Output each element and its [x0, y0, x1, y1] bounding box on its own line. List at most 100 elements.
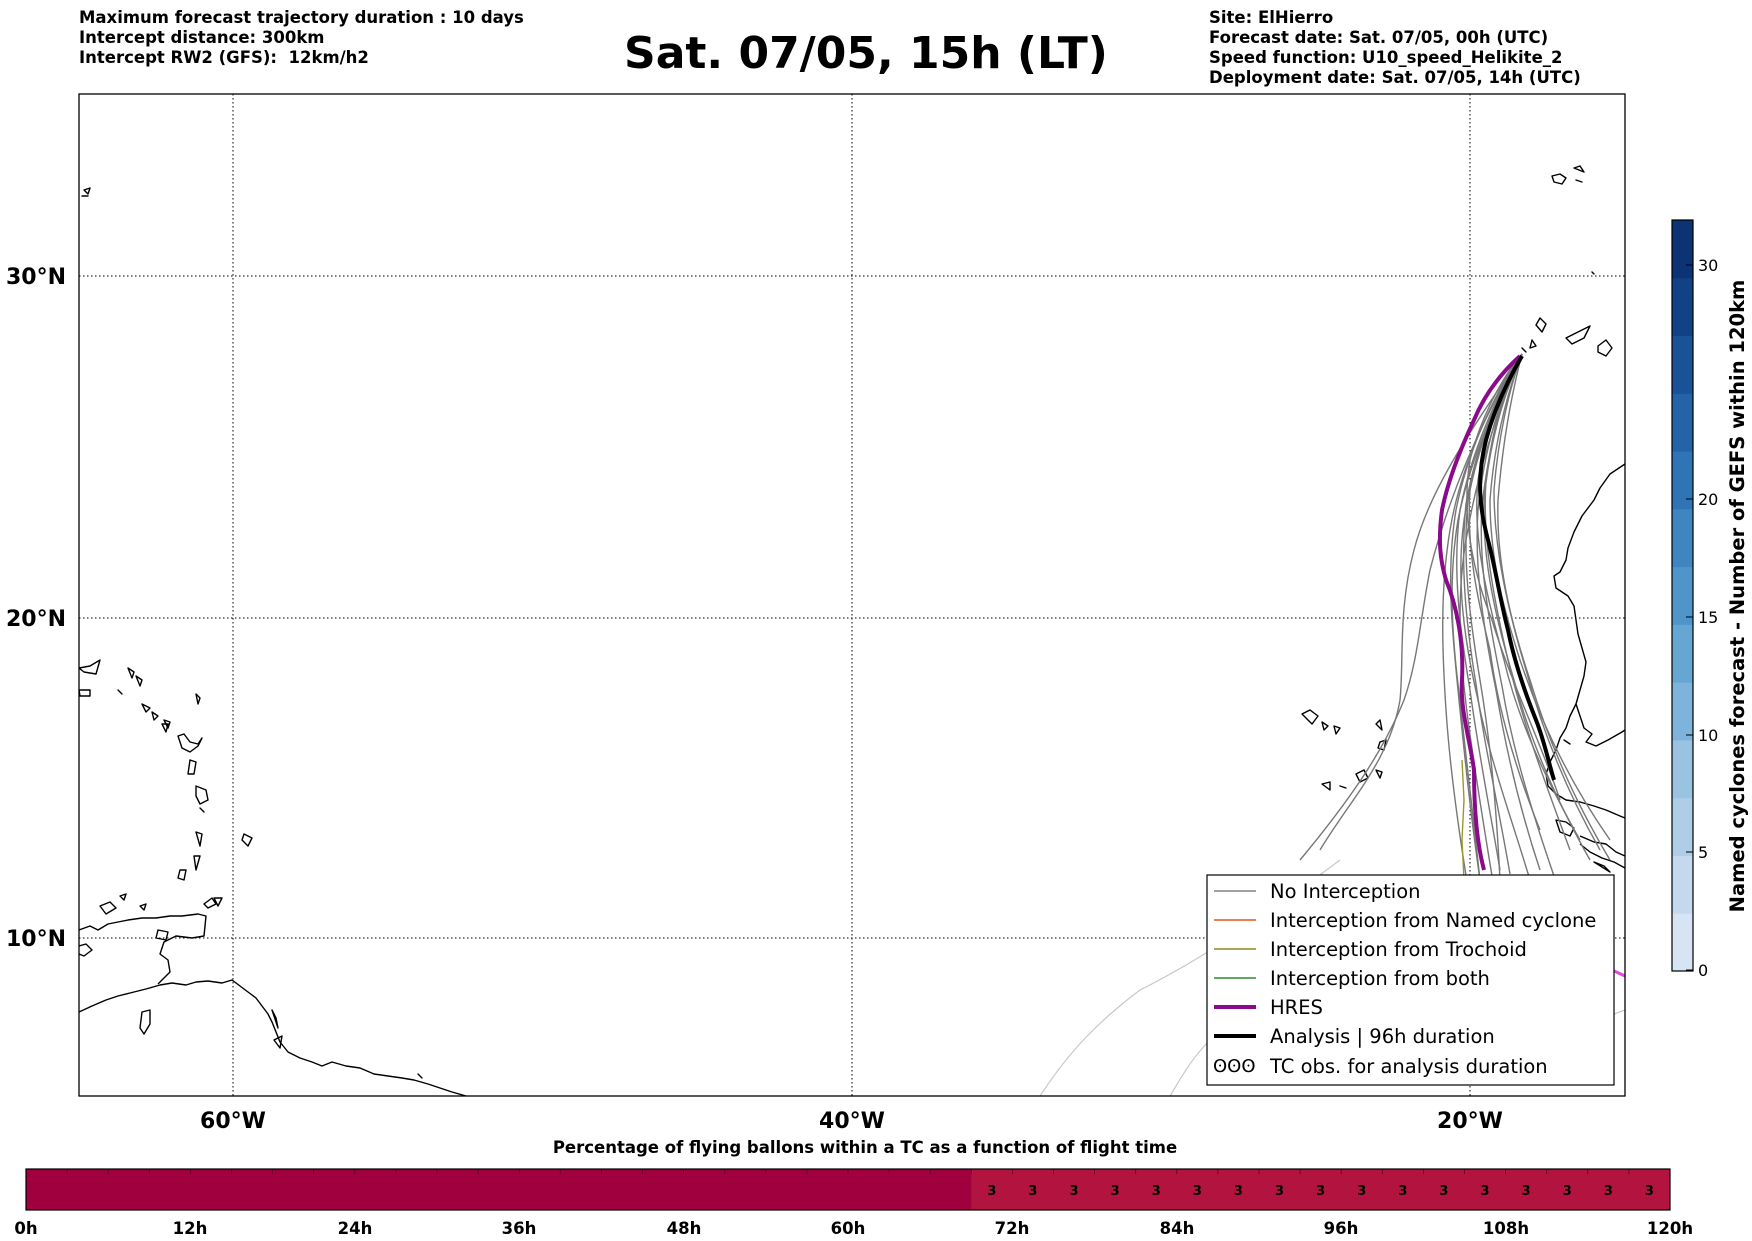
page-title: Sat. 07/05, 15h (LT)	[624, 28, 1108, 79]
header-right-line-2: Forecast date: Sat. 07/05, 00h (UTC)	[1209, 28, 1549, 47]
time-bar-cell	[930, 1169, 972, 1210]
colorbar-segment	[1672, 220, 1693, 279]
time-tick-0h: 0h	[14, 1219, 37, 1238]
legend-tc-obs-symbol: ʘʘʘ	[1213, 1056, 1256, 1077]
legend-no-interception: No Interception	[1270, 880, 1421, 903]
time-bar-cell-value: 3	[1522, 1184, 1531, 1199]
colorbar-segment	[1672, 393, 1693, 452]
time-bar-cell	[1135, 1169, 1178, 1210]
header-left-line-2: Intercept distance: 300km	[79, 28, 325, 47]
time-bar-cell	[149, 1169, 191, 1210]
time-bar-cell-value: 3	[1316, 1184, 1325, 1199]
lat-label-20n: 20°N	[6, 607, 66, 632]
time-bar-cell-value: 3	[1070, 1184, 1079, 1199]
time-bar-cell	[642, 1169, 685, 1210]
time-bar-cell	[889, 1169, 931, 1210]
colorbar-tick-15: 15	[1698, 608, 1718, 627]
time-bar-cells: 3 3 3 3 3 3 3 3 3 3 3 3 3 3 3 3 3	[25, 1169, 1671, 1210]
colorbar-segment	[1672, 913, 1693, 972]
time-bar-cell	[1546, 1169, 1589, 1210]
colorbar-segment	[1672, 508, 1693, 568]
time-bar-cell-value: 3	[1645, 1184, 1654, 1199]
time-bar-cell-value: 3	[1357, 1184, 1366, 1199]
time-bar-cell-value: 3	[1193, 1184, 1202, 1199]
time-tick-12h: 12h	[173, 1219, 208, 1238]
legend-both: Interception from both	[1270, 967, 1490, 990]
trajectory-hres	[1437, 354, 1522, 871]
time-bar-cell	[848, 1169, 890, 1210]
time-bar-cell-value: 3	[1234, 1184, 1243, 1199]
time-bar-cell	[765, 1169, 808, 1210]
legend-tc-obs: TC obs. for analysis duration	[1269, 1055, 1548, 1078]
time-bar-cell	[108, 1169, 150, 1210]
time-tick-72h: 72h	[995, 1219, 1030, 1238]
time-bar-cell	[601, 1169, 643, 1210]
coastline-africa	[1301, 165, 1625, 873]
map-area: 30°N 20°N 10°N 60°W 40°W 20°W No Interce…	[6, 93, 1626, 1134]
colorbar-tick-10: 10	[1698, 726, 1718, 745]
time-bar-cell	[724, 1169, 767, 1210]
colorbar-label: Named cyclones forecast - Number of GEFS…	[1726, 280, 1749, 913]
lat-label-30n: 30°N	[6, 265, 66, 290]
time-bar-cell	[313, 1169, 356, 1210]
header-right-line-4: Deployment date: Sat. 07/05, 14h (UTC)	[1209, 68, 1581, 87]
colorbar-segment	[1672, 855, 1693, 914]
colorbar-segment	[1672, 451, 1693, 510]
time-bar-cell	[1012, 1169, 1054, 1210]
time-bar-cell-value: 3	[1398, 1184, 1407, 1199]
header-left-line-3: Intercept RW2 (GFS): 12km/h2	[79, 48, 369, 67]
time-bar-cell	[1259, 1169, 1301, 1210]
time-tick-60h: 60h	[831, 1219, 866, 1238]
time-bar-cell-value: 3	[1481, 1184, 1490, 1199]
time-tick-84h: 84h	[1160, 1219, 1195, 1238]
legend-hres: HRES	[1270, 996, 1323, 1019]
time-bar-cell	[1505, 1169, 1548, 1210]
time-bar-cell-value: 3	[1275, 1184, 1284, 1199]
time-bar-cell	[190, 1169, 232, 1210]
header-right-line-3: Speed function: U10_speed_Helikite_2	[1209, 48, 1563, 67]
time-bar-cell	[1176, 1169, 1219, 1210]
time-tick-108h: 108h	[1483, 1219, 1529, 1238]
colorbar-segments	[1672, 220, 1693, 972]
time-tick-96h: 96h	[1324, 1219, 1359, 1238]
legend-named-cyclone: Interception from Named cyclone	[1270, 909, 1596, 932]
colorbar-segment	[1672, 739, 1693, 799]
time-tick-36h: 36h	[502, 1219, 537, 1238]
time-bar-title: Percentage of flying ballons within a TC…	[553, 1138, 1177, 1157]
time-tick-24h: 24h	[338, 1219, 373, 1238]
colorbar-tick-20: 20	[1698, 490, 1718, 509]
time-bar-cell	[806, 1169, 849, 1210]
lon-label-20w: 20°W	[1437, 1109, 1503, 1134]
legend: No Interception Interception from Named …	[1206, 874, 1615, 1086]
colorbar-segment	[1672, 797, 1693, 856]
colorbar-segment	[1672, 277, 1693, 337]
trajectory-analysis	[1478, 354, 1556, 781]
time-bar-cell-value: 3	[1604, 1184, 1613, 1199]
time-bar-frame	[25, 1168, 1671, 1211]
legend-analysis: Analysis | 96h duration	[1270, 1025, 1495, 1048]
header-right-line-1: Site: ElHierro	[1209, 8, 1334, 27]
time-bar-cell	[1464, 1169, 1507, 1210]
colorbar: 0 5 10 15 20 30 Named cyclones forecast …	[1671, 219, 1749, 980]
lon-label-60w: 60°W	[200, 1109, 266, 1134]
time-bar-cell-value: 3	[1439, 1184, 1448, 1199]
lon-label-40w: 40°W	[819, 1109, 885, 1134]
colorbar-frame	[1671, 219, 1694, 972]
time-bar-cell	[560, 1169, 602, 1210]
time-bar-cell-value: 3	[987, 1184, 996, 1199]
time-bar-cell	[1053, 1169, 1096, 1210]
legend-trochoid: Interception from Trochoid	[1270, 938, 1527, 961]
time-bar-cell	[1423, 1169, 1465, 1210]
time-bar-cell-value: 3	[1028, 1184, 1037, 1199]
time-bar-cell	[1217, 1169, 1260, 1210]
time-bar-cell	[354, 1169, 397, 1210]
time-bar-cell-value: 3	[1563, 1184, 1572, 1199]
lat-label-10n: 10°N	[6, 927, 66, 952]
time-bar-cell	[437, 1169, 479, 1210]
time-bar-cell	[26, 1169, 68, 1210]
time-bar: Percentage of flying ballons within a TC…	[14, 1138, 1693, 1238]
time-bar-cell-value: 3	[1111, 1184, 1120, 1199]
time-bar-cell	[1628, 1169, 1671, 1210]
colorbar-segment	[1672, 682, 1693, 741]
